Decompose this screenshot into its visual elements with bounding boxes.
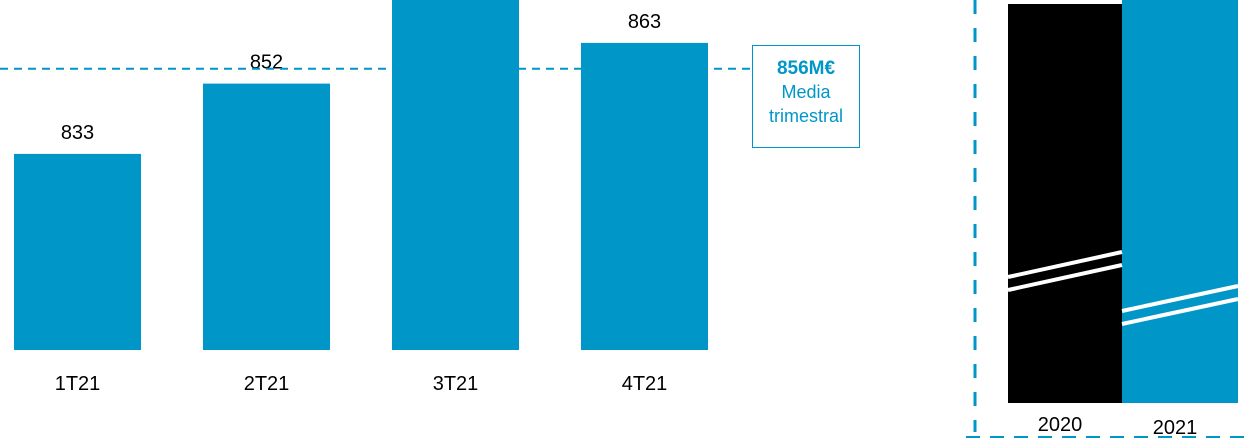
bar-1T21 bbox=[14, 153, 141, 350]
axis-break-2021-lower bbox=[1121, 297, 1239, 326]
callout-value: 856M€ bbox=[776, 58, 836, 79]
callout-line2: trimestral bbox=[768, 106, 843, 126]
bar-2020 bbox=[1008, 4, 1122, 403]
axis-break-2020-lower bbox=[1007, 263, 1123, 292]
category-label-2021: 2021 bbox=[1153, 417, 1198, 439]
data-label-1T21: 833 bbox=[61, 122, 94, 144]
bar-2021 bbox=[1122, 0, 1238, 403]
category-label-2T21: 2T21 bbox=[244, 373, 290, 395]
category-label-1T21: 1T21 bbox=[55, 373, 101, 395]
category-label-3T21: 3T21 bbox=[433, 373, 479, 395]
average-callout: 856M€ Media trimestral bbox=[752, 45, 860, 148]
callout-line1: Media bbox=[781, 82, 831, 102]
category-label-2020: 2020 bbox=[1038, 414, 1083, 436]
bar-4T21 bbox=[581, 42, 708, 351]
data-label-4T21: 863 bbox=[628, 11, 661, 33]
axis-break-2021-upper bbox=[1121, 284, 1239, 313]
bar-3T21 bbox=[392, 0, 519, 350]
data-label-2T21: 852 bbox=[250, 52, 283, 74]
axis-break-2020-upper bbox=[1007, 250, 1123, 279]
category-label-4T21: 4T21 bbox=[622, 373, 668, 395]
bar-2T21 bbox=[203, 83, 330, 350]
